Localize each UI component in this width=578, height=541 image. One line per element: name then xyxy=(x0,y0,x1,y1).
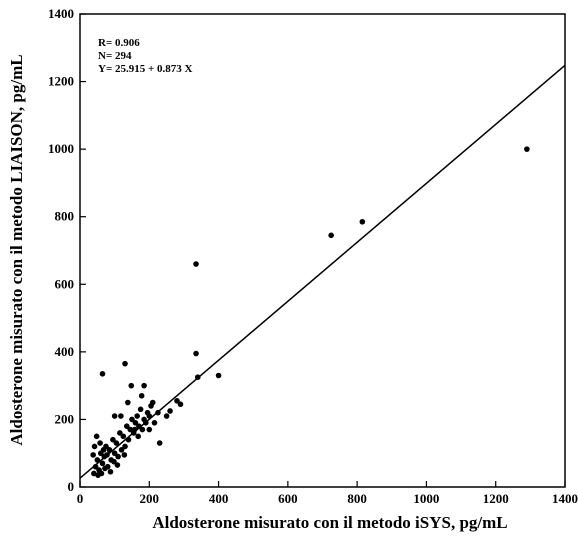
point xyxy=(134,413,140,419)
point xyxy=(93,433,100,440)
point xyxy=(111,413,118,419)
point xyxy=(122,360,128,367)
y-tick-label: 600 xyxy=(55,276,75,291)
y-tick-label: 400 xyxy=(55,344,75,359)
point xyxy=(99,460,106,467)
point xyxy=(328,232,334,239)
point xyxy=(120,433,127,440)
x-tick-label: 1200 xyxy=(483,491,509,506)
point xyxy=(118,413,124,419)
x-tick-label: 600 xyxy=(278,491,298,506)
point xyxy=(99,371,106,377)
y-tick-label: 1400 xyxy=(48,6,74,21)
x-tick-label: 800 xyxy=(347,491,367,506)
point xyxy=(139,426,146,433)
point xyxy=(125,436,132,443)
point xyxy=(174,398,180,404)
point xyxy=(111,450,118,457)
point xyxy=(118,447,125,453)
point xyxy=(151,420,158,426)
point xyxy=(146,426,153,433)
point xyxy=(524,146,530,152)
point xyxy=(359,218,366,225)
point xyxy=(117,430,123,436)
point xyxy=(163,413,170,419)
y-tick-label: 0 xyxy=(68,479,75,494)
annotation: N= 294 xyxy=(98,50,132,62)
point xyxy=(107,468,114,475)
point xyxy=(102,465,108,472)
point xyxy=(114,462,121,468)
point xyxy=(193,350,199,357)
trend-line xyxy=(79,64,566,479)
point xyxy=(115,453,121,460)
point xyxy=(141,382,147,389)
point xyxy=(111,458,117,465)
point xyxy=(215,372,222,379)
x-tick-label: 0 xyxy=(77,491,84,506)
point xyxy=(155,409,161,416)
point xyxy=(146,413,153,419)
point xyxy=(137,406,144,413)
point xyxy=(127,426,134,433)
annotation: R= 0.906 xyxy=(98,37,140,49)
x-tick-label: 200 xyxy=(140,491,160,506)
point xyxy=(90,452,96,458)
point xyxy=(92,463,99,470)
point xyxy=(123,423,130,429)
x-tick-label: 1400 xyxy=(552,491,578,506)
point xyxy=(135,433,141,440)
point xyxy=(113,440,120,446)
point xyxy=(177,401,184,408)
point xyxy=(100,447,107,453)
y-tick-label: 200 xyxy=(55,411,75,426)
point xyxy=(156,440,163,446)
y-tick-label: 1200 xyxy=(48,74,74,89)
y-axis-title: Aldosterone misurato con il metodo LIAIS… xyxy=(7,54,26,445)
point xyxy=(194,374,201,380)
point xyxy=(121,452,128,458)
point xyxy=(110,436,116,443)
point xyxy=(149,399,156,406)
x-tick-label: 1000 xyxy=(413,491,439,506)
point xyxy=(106,447,113,453)
x-tick-label: 400 xyxy=(209,491,229,506)
plot-frame xyxy=(79,13,566,488)
point xyxy=(125,399,131,406)
annotation: Y= 25.915 + 0.873 X xyxy=(98,63,192,75)
y-tick-label: 1000 xyxy=(48,141,74,156)
point xyxy=(94,457,101,463)
point xyxy=(138,392,145,399)
x-axis-title: Aldosterone misurato con il metodo iSYS,… xyxy=(152,513,507,532)
point xyxy=(128,382,135,389)
point xyxy=(98,470,105,477)
point xyxy=(143,420,149,426)
point xyxy=(122,443,128,450)
y-tick-label: 800 xyxy=(55,209,75,224)
point xyxy=(129,416,135,423)
point xyxy=(131,426,138,433)
point xyxy=(104,452,110,458)
point xyxy=(97,440,103,446)
point xyxy=(136,423,142,429)
point xyxy=(132,420,139,426)
point xyxy=(193,261,199,267)
point xyxy=(167,408,173,414)
point xyxy=(91,443,98,450)
